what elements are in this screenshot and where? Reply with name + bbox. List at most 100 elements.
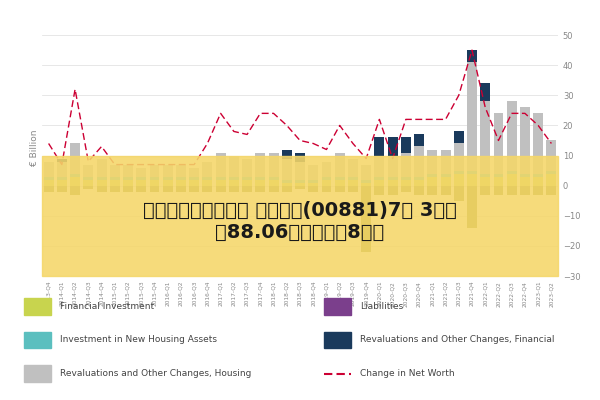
Bar: [149, 186, 160, 192]
Bar: [427, 150, 437, 174]
Bar: [202, 186, 212, 192]
Bar: [401, 138, 411, 152]
Bar: [176, 177, 186, 180]
Bar: [295, 152, 305, 162]
Bar: [335, 186, 344, 192]
Bar: [361, 186, 371, 252]
Bar: [533, 113, 543, 174]
Bar: [440, 150, 451, 174]
Bar: [440, 177, 451, 186]
Bar: [308, 164, 318, 180]
Text: Liabilities: Liabilities: [360, 302, 403, 311]
Bar: [57, 177, 67, 180]
Bar: [295, 186, 305, 189]
Bar: [44, 186, 53, 192]
Bar: [97, 186, 107, 192]
Bar: [335, 177, 344, 180]
Bar: [242, 186, 252, 192]
Bar: [83, 177, 93, 180]
Bar: [480, 177, 490, 186]
Bar: [242, 158, 252, 177]
Bar: [176, 164, 186, 177]
Bar: [547, 140, 556, 170]
Bar: [414, 180, 424, 186]
Bar: [282, 183, 292, 186]
Bar: [427, 186, 437, 195]
Bar: [361, 164, 371, 180]
Bar: [189, 186, 199, 192]
Bar: [414, 134, 424, 146]
Bar: [163, 164, 173, 177]
Bar: [454, 144, 464, 170]
Bar: [269, 180, 278, 186]
Bar: [123, 180, 133, 186]
Bar: [414, 177, 424, 180]
Bar: [229, 156, 239, 177]
Bar: [322, 180, 331, 186]
Bar: [493, 186, 503, 195]
Bar: [282, 186, 292, 192]
Bar: [308, 180, 318, 183]
Bar: [335, 180, 344, 186]
Bar: [97, 180, 107, 186]
Bar: [414, 146, 424, 177]
Bar: [42, 156, 558, 276]
Bar: [70, 174, 80, 177]
Bar: [229, 177, 239, 180]
Bar: [480, 186, 490, 195]
Bar: [308, 186, 318, 192]
Bar: [149, 164, 160, 177]
Bar: [229, 180, 239, 186]
Bar: [57, 180, 67, 186]
Bar: [149, 180, 160, 186]
Bar: [163, 186, 173, 192]
Bar: [282, 180, 292, 183]
Bar: [388, 186, 398, 195]
Text: Investment in New Housing Assets: Investment in New Housing Assets: [60, 336, 217, 344]
Bar: [467, 50, 477, 62]
Bar: [480, 83, 490, 101]
Bar: [440, 186, 451, 195]
Y-axis label: € Billion: € Billion: [30, 130, 39, 166]
Bar: [427, 177, 437, 186]
Bar: [520, 177, 530, 186]
Bar: [388, 138, 398, 156]
Bar: [454, 186, 464, 201]
Bar: [348, 177, 358, 180]
Bar: [507, 174, 517, 186]
Bar: [282, 150, 292, 158]
Bar: [480, 174, 490, 177]
Bar: [388, 180, 398, 186]
Bar: [361, 183, 371, 186]
Bar: [215, 186, 226, 192]
Bar: [215, 180, 226, 186]
Bar: [24, 298, 51, 315]
Bar: [374, 156, 385, 177]
Bar: [295, 162, 305, 180]
Bar: [136, 180, 146, 186]
Bar: [202, 180, 212, 186]
Bar: [322, 162, 331, 177]
Bar: [533, 177, 543, 186]
Bar: [123, 177, 133, 180]
Bar: [44, 180, 53, 186]
Bar: [189, 177, 199, 180]
Bar: [348, 180, 358, 186]
Bar: [123, 186, 133, 192]
Bar: [295, 183, 305, 186]
Bar: [269, 186, 278, 192]
Bar: [324, 298, 351, 315]
Bar: [374, 177, 385, 180]
Bar: [136, 186, 146, 192]
Bar: [57, 158, 67, 162]
Bar: [70, 177, 80, 186]
Bar: [454, 170, 464, 174]
Bar: [507, 101, 517, 170]
Bar: [348, 158, 358, 177]
Bar: [493, 113, 503, 174]
Bar: [83, 180, 93, 186]
Bar: [97, 177, 107, 180]
Text: Financial Investment: Financial Investment: [60, 302, 154, 311]
Bar: [70, 186, 80, 195]
Bar: [414, 186, 424, 195]
